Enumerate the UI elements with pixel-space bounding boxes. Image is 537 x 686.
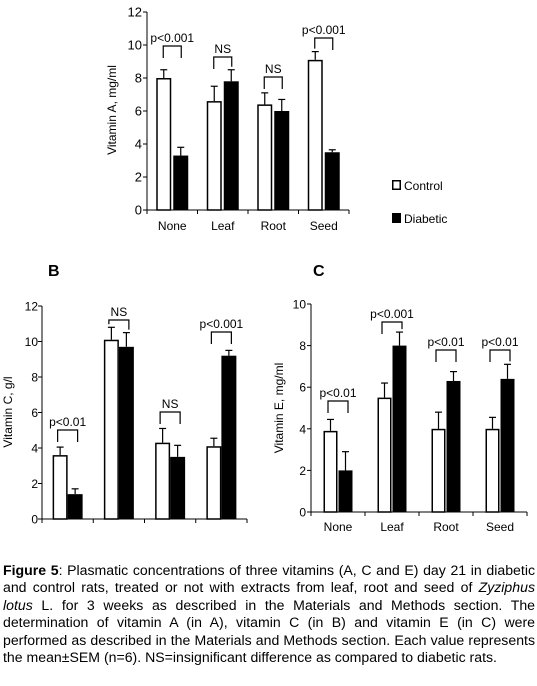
p3-significance-bracket xyxy=(381,321,403,334)
p1-bar-control xyxy=(206,101,222,211)
p3-significance-bracket xyxy=(489,349,511,362)
p1-bar-diabetic xyxy=(173,155,189,210)
p1-y-tick-label: 10 xyxy=(128,38,142,53)
p1-category-label: None xyxy=(158,219,187,233)
p1-bar-diabetic xyxy=(274,111,290,210)
p3-category-label: Seed xyxy=(486,520,514,534)
p3-significance-bracket xyxy=(327,400,349,413)
caption-text-1: : Plasmatic concentrations of three vita… xyxy=(3,562,535,596)
figure-charts: 0 2 4 6 8 10 12 Vitamin A, mg/ml p<0.001 None NS Le… xyxy=(0,4,537,556)
figure-caption: Figure 5: Plasmatic concentrations of th… xyxy=(3,562,535,666)
p3-significance-label: p<0.01 xyxy=(427,335,464,349)
p2-significance-label: NS xyxy=(111,305,128,319)
p3-category-label: None xyxy=(324,520,353,534)
p1-bar-control xyxy=(156,78,172,211)
p3-bar-diabetic xyxy=(500,378,515,512)
p3-bar-diabetic xyxy=(392,345,407,512)
p3-bar-control xyxy=(377,397,392,513)
p1-y-axis-label: Vitamin A, mg/ml xyxy=(105,65,119,155)
p1-category-label: Leaf xyxy=(211,219,235,233)
p3-bar-control xyxy=(431,428,446,513)
p1-y-tick-label: 6 xyxy=(135,104,142,119)
p3-bar-diabetic xyxy=(338,470,353,512)
p1-legend-swatch-diabetic xyxy=(392,213,401,223)
p2-bar-control xyxy=(206,446,222,520)
p1-bar-diabetic xyxy=(223,81,239,210)
p1-legend-label: Control xyxy=(404,179,443,193)
p2-y-axis-label: Vitamin C, g/l xyxy=(1,376,15,447)
p1-category-label: Root xyxy=(261,219,287,233)
p2-y-tick-label: 10 xyxy=(25,335,39,349)
p2-y-tick-label: 4 xyxy=(31,442,38,456)
p2-y-tick-label: 0 xyxy=(31,513,38,527)
p3-category-label: Root xyxy=(433,520,459,534)
p2-bar-diabetic xyxy=(67,494,83,519)
caption-species: Zyziphus lotus xyxy=(3,579,535,613)
p3-bar-diabetic xyxy=(446,380,461,512)
p2-significance-label: NS xyxy=(162,397,179,411)
p2-y-tick-label: 8 xyxy=(31,371,38,385)
p2-bar-control xyxy=(155,442,171,520)
caption-spacer xyxy=(0,537,537,556)
p1-y-tick-label: 8 xyxy=(135,71,142,86)
p1-significance-bracket xyxy=(162,45,182,58)
p1-significance-label: p<0.001 xyxy=(150,31,194,45)
p2-bar-control xyxy=(52,455,68,520)
p3-bar-control xyxy=(323,430,338,513)
p1-y-tick-label: 12 xyxy=(128,5,142,20)
p3-y-tick-label: 0 xyxy=(299,506,306,520)
p3-y-tick-label: 8 xyxy=(299,339,306,353)
p2-bar-diabetic xyxy=(118,346,134,519)
p1-legend-swatch-control xyxy=(392,180,401,190)
p3-significance-bracket xyxy=(435,349,457,362)
p2-significance-bracket xyxy=(159,411,181,424)
p2-significance-bracket xyxy=(57,429,79,442)
p2-y-tick-label: 2 xyxy=(31,477,38,491)
p3-panel-label: C xyxy=(313,263,325,280)
p1-significance-label: NS xyxy=(214,42,231,56)
p2-significance-bracket xyxy=(108,319,130,330)
p3-y-tick-label: 6 xyxy=(299,381,306,395)
p1-significance-bracket xyxy=(263,76,283,89)
caption-label: Figure 5 xyxy=(3,562,59,578)
p2-significance-label: p<0.01 xyxy=(49,415,86,429)
p1-significance-label: NS xyxy=(265,62,282,76)
p1-significance-label: p<0.001 xyxy=(302,23,346,37)
p1-y-tick-label: 4 xyxy=(135,137,142,152)
p2-bar-diabetic xyxy=(170,456,186,519)
p1-y-tick-label: 2 xyxy=(135,170,142,185)
p2-bar-diabetic xyxy=(221,355,237,519)
p1-bar-control xyxy=(307,59,323,211)
p2-panel-label: B xyxy=(48,263,60,280)
p1-y-tick-label: 0 xyxy=(135,203,142,218)
p2-significance-bracket xyxy=(210,331,232,344)
p2-bar-control xyxy=(103,339,119,520)
p1-bar-control xyxy=(257,104,273,211)
p1-significance-bracket xyxy=(314,37,334,50)
p1-bar-diabetic xyxy=(324,152,340,210)
p3-y-tick-label: 2 xyxy=(299,464,306,478)
p1-category-label: Seed xyxy=(310,219,338,233)
p3-y-axis-label: Vitamin E, mg/ml xyxy=(272,363,286,453)
p3-significance-label: p<0.01 xyxy=(481,335,518,349)
p3-category-label: Leaf xyxy=(380,520,404,534)
caption-text-2: L. for 3 weeks as described in the Mater… xyxy=(3,596,535,666)
p3-significance-label: p<0.001 xyxy=(370,307,414,321)
p3-significance-label: p<0.01 xyxy=(319,386,356,400)
p1-significance-bracket xyxy=(213,56,233,69)
p2-y-tick-label: 12 xyxy=(25,300,39,314)
p2-y-tick-label: 6 xyxy=(31,406,38,420)
p3-y-tick-label: 4 xyxy=(299,422,306,436)
p1-legend-label: Diabetic xyxy=(404,212,447,226)
p2-significance-label: p<0.001 xyxy=(200,317,244,331)
p3-bar-control xyxy=(485,428,500,513)
p3-y-tick-label: 10 xyxy=(293,298,307,312)
